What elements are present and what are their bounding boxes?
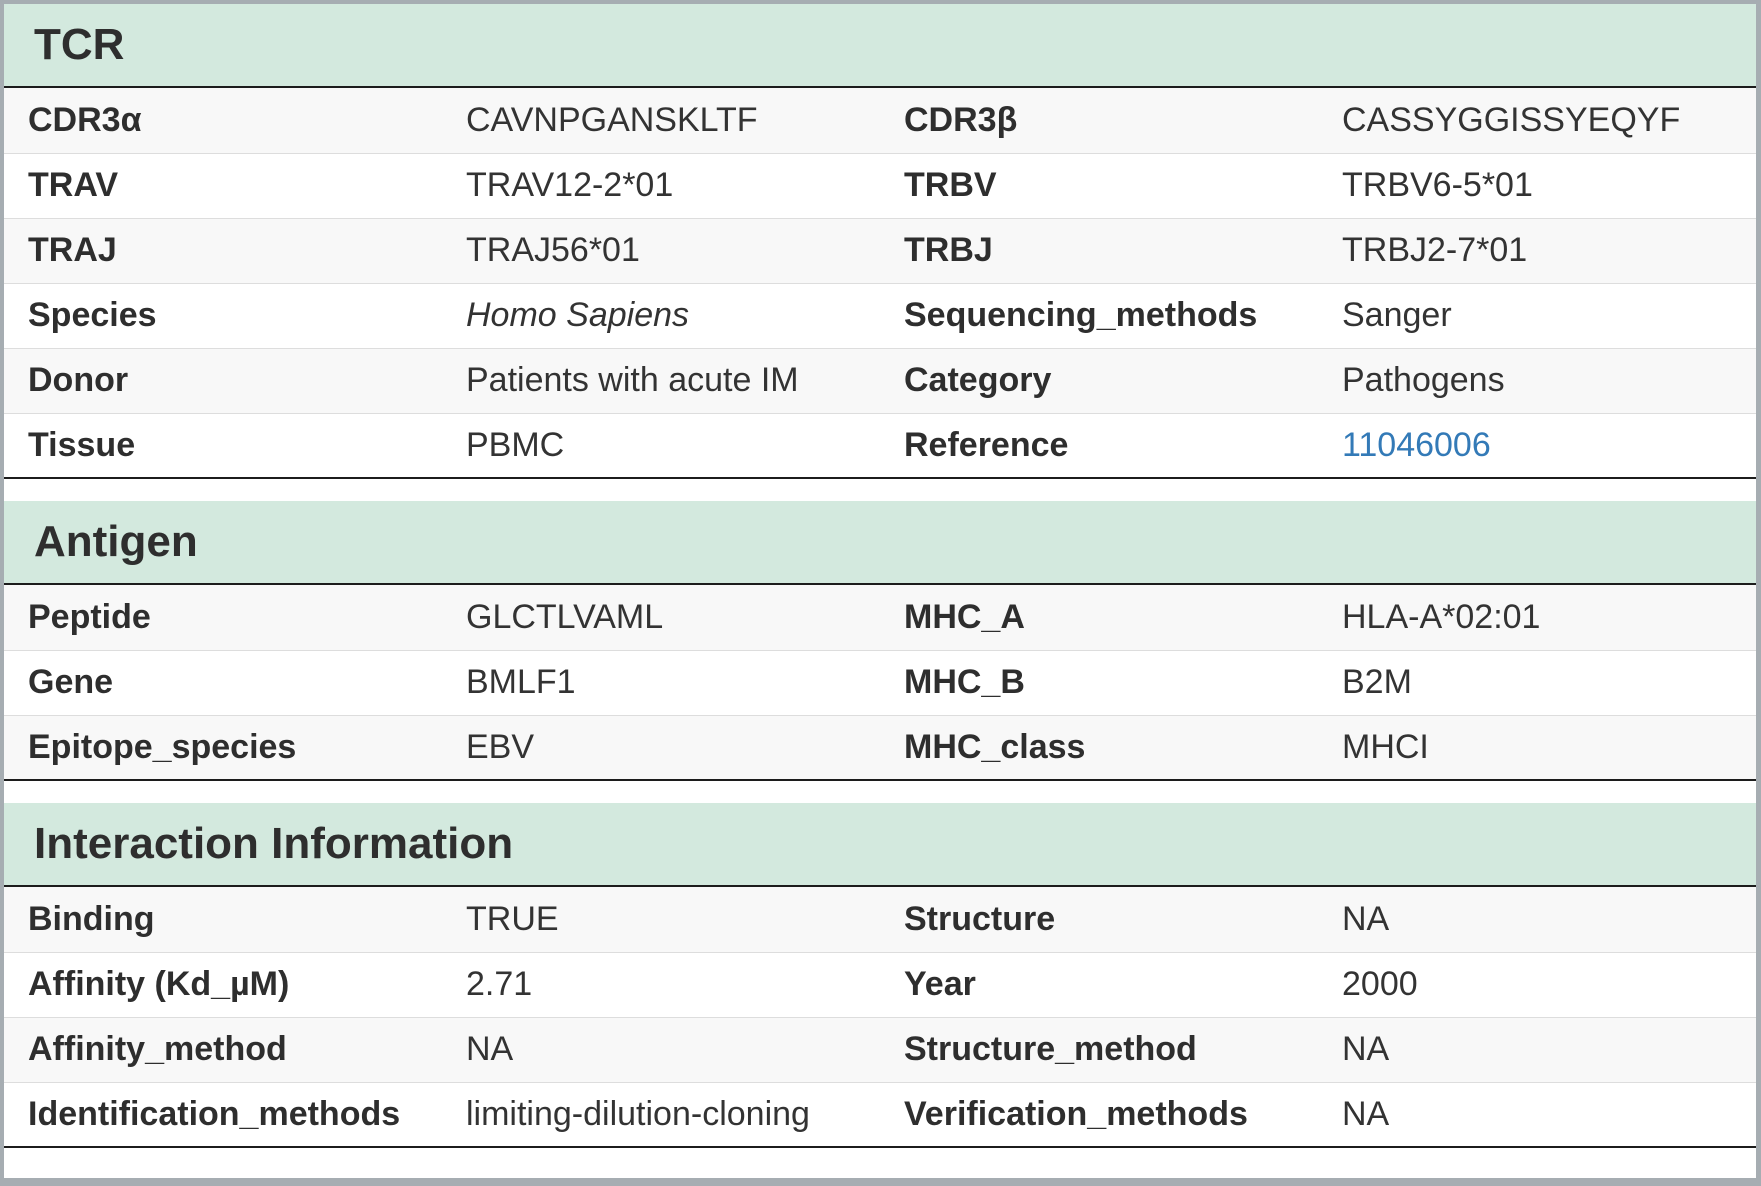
table-row: Gene BMLF1 MHC_B B2M <box>4 649 1756 715</box>
value-donor: Patients with acute IM <box>442 347 880 413</box>
section-table-tcr: CDR3α CAVNPGANSKLTF CDR3β CASSYGGISSYEQY… <box>4 88 1756 479</box>
label-cdr3-alpha: CDR3α <box>28 100 142 139</box>
value-cdr3-alpha: CAVNPGANSKLTF <box>466 100 758 139</box>
label-verification-methods: Verification_methods <box>880 1081 1318 1147</box>
label-epitope-species: Epitope_species <box>4 714 442 780</box>
label-affinity-kd: Affinity (Kd_µM) <box>4 951 442 1017</box>
value-affinity-kd: 2.71 <box>442 951 880 1017</box>
label-gene: Gene <box>4 649 442 715</box>
label-donor: Donor <box>4 347 442 413</box>
value-year: 2000 <box>1318 951 1756 1017</box>
table-row: Epitope_species EBV MHC_class MHCI <box>4 714 1756 780</box>
value-mhc-a: HLA-A*02:01 <box>1342 597 1541 636</box>
label-mhc-class: MHC_class <box>880 714 1318 780</box>
label-traj: TRAJ <box>4 217 442 283</box>
label-identification-methods: Identification_methods <box>4 1081 442 1147</box>
label-affinity-method: Affinity_method <box>4 1016 442 1082</box>
label-sequencing-methods: Sequencing_methods <box>880 282 1318 348</box>
value-mhc-b: B2M <box>1318 649 1756 715</box>
label-cdr3-beta: CDR3β <box>904 100 1018 139</box>
label-trbj: TRBJ <box>880 217 1318 283</box>
label-trav: TRAV <box>4 152 442 218</box>
label-year: Year <box>880 951 1318 1017</box>
label-binding: Binding <box>28 899 155 938</box>
value-traj: TRAJ56*01 <box>442 217 880 283</box>
value-cdr3-beta: CASSYGGISSYEQYF <box>1342 100 1681 139</box>
label-reference: Reference <box>880 412 1318 478</box>
section-antigen: Antigen Peptide GLCTLVAML MHC_A HLA-A*02… <box>4 501 1756 781</box>
value-peptide: GLCTLVAML <box>466 597 664 636</box>
value-reference: 11046006 <box>1318 412 1756 478</box>
section-interaction-information: Interaction Information Binding TRUE Str… <box>4 803 1756 1148</box>
value-tissue: PBMC <box>442 412 880 478</box>
section-table-interaction-information: Binding TRUE Structure NA Affinity (Kd_µ… <box>4 887 1756 1148</box>
table-row: TRAJ TRAJ56*01 TRBJ TRBJ2-7*01 <box>4 217 1756 283</box>
table-row: Binding TRUE Structure NA <box>4 887 1756 952</box>
value-sequencing-methods: Sanger <box>1318 282 1756 348</box>
label-trbv: TRBV <box>880 152 1318 218</box>
table-row: Affinity_method NA Structure_method NA <box>4 1016 1756 1082</box>
value-trbj: TRBJ2-7*01 <box>1318 217 1756 283</box>
value-verification-methods: NA <box>1318 1081 1756 1147</box>
table-row: Affinity (Kd_µM) 2.71 Year 2000 <box>4 951 1756 1017</box>
table-row: CDR3α CAVNPGANSKLTF CDR3β CASSYGGISSYEQY… <box>4 88 1756 153</box>
label-peptide: Peptide <box>28 597 151 636</box>
label-category: Category <box>880 347 1318 413</box>
table-row: Identification_methods limiting-dilution… <box>4 1081 1756 1147</box>
section-title-tcr: TCR <box>4 4 1756 88</box>
value-identification-methods: limiting-dilution-cloning <box>442 1081 880 1147</box>
section-table-antigen: Peptide GLCTLVAML MHC_A HLA-A*02:01 Gene… <box>4 585 1756 781</box>
value-affinity-method: NA <box>442 1016 880 1082</box>
value-category: Pathogens <box>1318 347 1756 413</box>
value-structure-method: NA <box>1318 1016 1756 1082</box>
reference-link[interactable]: 11046006 <box>1342 425 1491 464</box>
table-row: Tissue PBMC Reference 11046006 <box>4 412 1756 478</box>
label-species: Species <box>4 282 442 348</box>
value-mhc-class: MHCI <box>1318 714 1756 780</box>
section-title-interaction-information: Interaction Information <box>4 803 1756 887</box>
label-structure-method: Structure_method <box>880 1016 1318 1082</box>
label-mhc-a: MHC_A <box>904 597 1025 636</box>
section-tcr: TCR CDR3α CAVNPGANSKLTF CDR3β CASSYGGISS… <box>4 4 1756 479</box>
value-binding: TRUE <box>466 899 559 938</box>
value-gene: BMLF1 <box>442 649 880 715</box>
table-row: Donor Patients with acute IM Category Pa… <box>4 347 1756 413</box>
value-trbv: TRBV6-5*01 <box>1318 152 1756 218</box>
label-mhc-b: MHC_B <box>880 649 1318 715</box>
value-structure: NA <box>1342 899 1390 938</box>
value-species: Homo Sapiens <box>442 282 880 348</box>
value-epitope-species: EBV <box>442 714 880 780</box>
table-row: TRAV TRAV12-2*01 TRBV TRBV6-5*01 <box>4 152 1756 218</box>
section-title-antigen: Antigen <box>4 501 1756 585</box>
label-structure: Structure <box>904 899 1056 938</box>
label-tissue: Tissue <box>4 412 442 478</box>
table-row: Species Homo Sapiens Sequencing_methods … <box>4 282 1756 348</box>
value-trav: TRAV12-2*01 <box>442 152 880 218</box>
table-row: Peptide GLCTLVAML MHC_A HLA-A*02:01 <box>4 585 1756 650</box>
